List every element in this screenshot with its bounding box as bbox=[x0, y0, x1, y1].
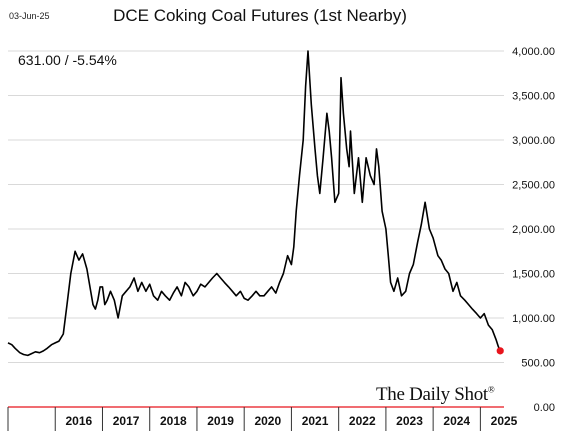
x-tick-label: 2025 bbox=[491, 414, 518, 428]
chart-title: DCE Coking Coal Futures (1st Nearby) bbox=[113, 6, 407, 25]
y-tick-label: 3,500.00 bbox=[512, 91, 555, 103]
x-tick-label: 2023 bbox=[396, 414, 423, 428]
daily-shot-logo: The Daily Shot® bbox=[376, 384, 495, 406]
x-tick-label: 2022 bbox=[349, 414, 376, 428]
last-point-marker bbox=[496, 347, 504, 355]
y-tick-label: 0.00 bbox=[534, 402, 555, 414]
y-tick-label: 2,000.00 bbox=[512, 224, 555, 236]
x-tick-label: 2019 bbox=[207, 414, 234, 428]
y-tick-label: 2,500.00 bbox=[512, 180, 555, 192]
date-label: 03-Jun-25 bbox=[9, 11, 50, 21]
x-tick-label: 2021 bbox=[302, 414, 329, 428]
x-tick-label: 2017 bbox=[113, 414, 140, 428]
logo-registered-mark: ® bbox=[487, 384, 495, 395]
x-tick-label: 2018 bbox=[160, 414, 187, 428]
y-tick-label: 1,000.00 bbox=[512, 313, 555, 325]
y-axis-labels: 0.00 500.00 1,000.00 1,500.00 2,000.00 2,500.… bbox=[512, 46, 555, 414]
x-tick-label: 2016 bbox=[66, 414, 93, 428]
y-tick-label: 1,500.00 bbox=[512, 269, 555, 281]
series-line bbox=[7, 50, 501, 357]
x-tick-label: 2024 bbox=[443, 414, 470, 428]
y-tick-label: 500.00 bbox=[521, 358, 555, 370]
x-axis-ticks bbox=[7, 407, 481, 431]
last-value-readout: 631.00 / -5.54% bbox=[18, 52, 117, 68]
x-axis-labels: 2016 2017 2018 2019 2020 2021 2022 2023 2024 2025 bbox=[66, 414, 518, 428]
y-tick-label: 4,000.00 bbox=[512, 46, 555, 58]
logo-text: The Daily Shot bbox=[376, 384, 488, 405]
grid-lines bbox=[8, 50, 504, 363]
x-tick-label: 2020 bbox=[254, 414, 281, 428]
series-layer bbox=[7, 50, 504, 357]
y-tick-label: 3,000.00 bbox=[512, 135, 555, 147]
